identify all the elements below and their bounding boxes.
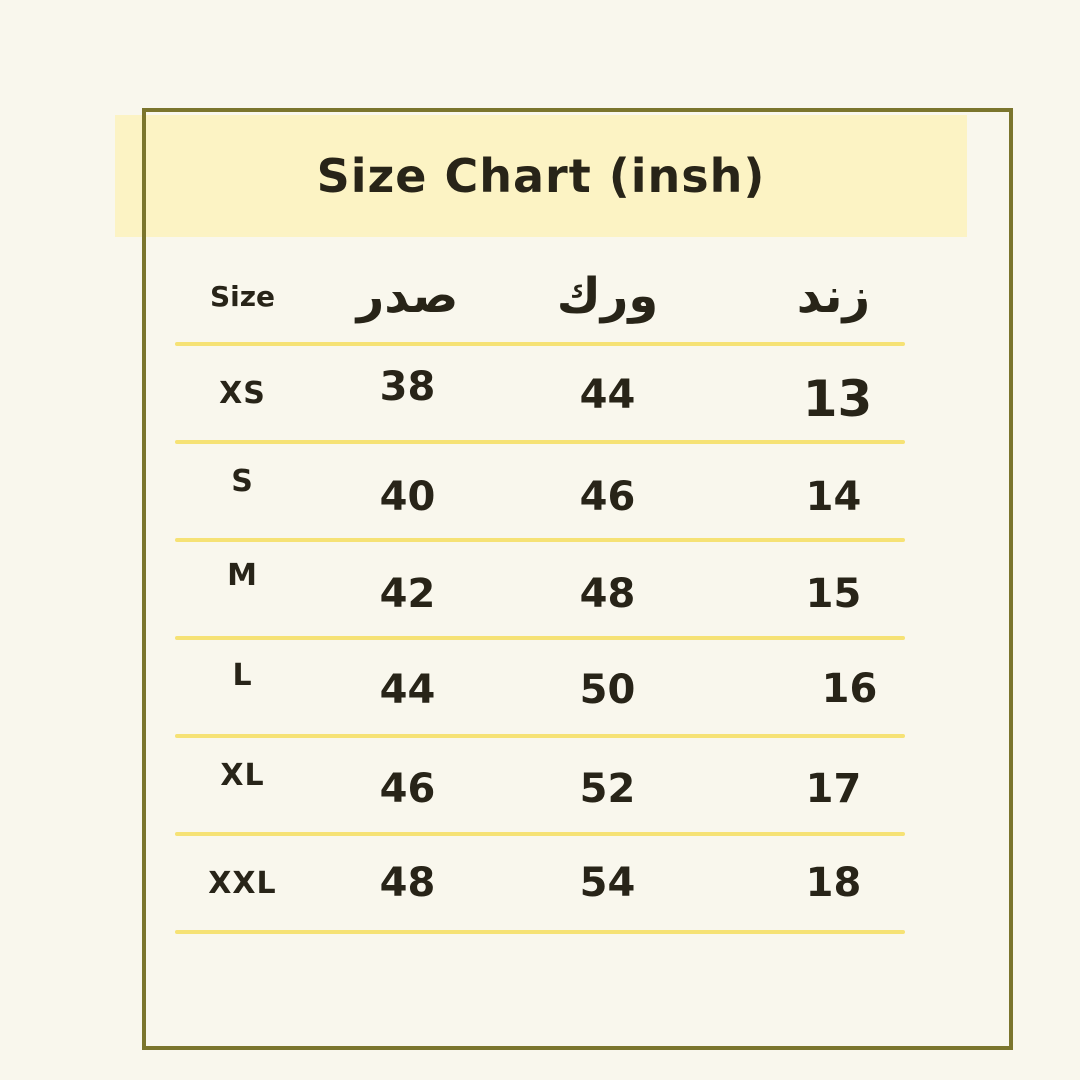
row-separator bbox=[175, 440, 905, 444]
size-label: S bbox=[231, 463, 254, 499]
chest-value: 48 bbox=[379, 860, 436, 906]
wrist-value: 17 bbox=[805, 766, 862, 812]
column-header-chest: صدر bbox=[356, 268, 459, 324]
table-row-l: L 44 50 16 bbox=[175, 640, 905, 734]
hip-value: 44 bbox=[579, 372, 636, 418]
column-header-hip: ورك bbox=[556, 268, 659, 324]
size-label: L bbox=[232, 657, 253, 693]
table-row-xl: XL 46 52 17 bbox=[175, 738, 905, 832]
row-separator bbox=[175, 636, 905, 640]
wrist-value: 16 bbox=[821, 666, 878, 712]
row-separator bbox=[175, 832, 905, 836]
chest-value: 44 bbox=[379, 667, 436, 713]
table-row-xxl: XXL 48 54 18 bbox=[175, 836, 905, 930]
table-row-xs: XS 38 44 13 bbox=[175, 346, 905, 440]
chest-value: 42 bbox=[379, 571, 436, 617]
title-banner: Size Chart (insh) bbox=[115, 115, 967, 237]
table-row-m: M 42 48 15 bbox=[175, 542, 905, 636]
row-separator bbox=[175, 538, 905, 542]
row-separator bbox=[175, 342, 905, 346]
column-header-wrist: زند bbox=[796, 268, 871, 324]
size-label: XXL bbox=[208, 865, 277, 901]
wrist-value: 13 bbox=[802, 370, 873, 428]
table-row-s: S 40 46 14 bbox=[175, 444, 905, 538]
size-label: XS bbox=[219, 375, 266, 411]
size-label: M bbox=[227, 557, 258, 593]
chest-value: 46 bbox=[379, 766, 436, 812]
row-separator bbox=[175, 930, 905, 934]
hip-value: 54 bbox=[579, 860, 636, 906]
hip-value: 48 bbox=[579, 571, 636, 617]
chest-value: 38 bbox=[379, 364, 436, 410]
wrist-value: 15 bbox=[805, 571, 862, 617]
row-separator bbox=[175, 734, 905, 738]
wrist-value: 18 bbox=[805, 860, 862, 906]
hip-value: 52 bbox=[579, 766, 636, 812]
table-header-row: Size صدر ورك زند bbox=[175, 250, 905, 342]
page-title: Size Chart (insh) bbox=[316, 149, 766, 203]
wrist-value: 14 bbox=[805, 474, 862, 520]
chest-value: 40 bbox=[379, 474, 436, 520]
size-label: XL bbox=[220, 757, 265, 793]
hip-value: 50 bbox=[579, 667, 636, 713]
column-header-size: Size bbox=[209, 279, 276, 313]
size-table: Size صدر ورك زند XS 38 44 13 S 40 46 14 … bbox=[175, 250, 905, 934]
hip-value: 46 bbox=[579, 474, 636, 520]
